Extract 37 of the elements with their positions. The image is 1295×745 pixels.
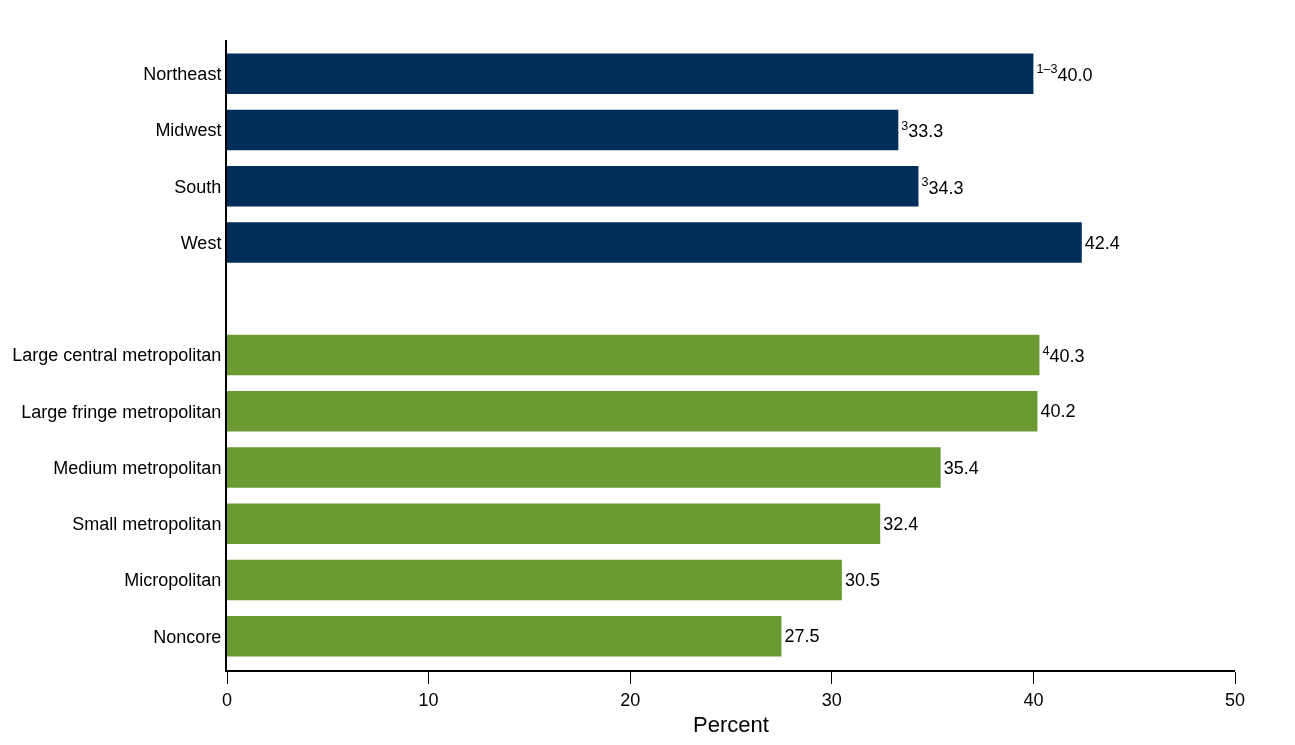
y-tick-label: Large fringe metropolitan	[21, 401, 222, 422]
data-label: $^{4}$40.3	[1042, 343, 1085, 367]
x-tick-label: 50	[1224, 689, 1246, 710]
y-tick-label: Northeast	[143, 64, 222, 85]
x-tick-label: 30	[821, 689, 842, 710]
data-label: 40.2	[1040, 401, 1076, 422]
x-axis-title: Percent	[693, 712, 769, 737]
data-label: 35.4	[943, 457, 979, 478]
y-tick-label: South	[174, 176, 222, 197]
bar	[227, 503, 881, 544]
y-tick-label: Small metropolitan	[72, 514, 222, 535]
data-label: $^{3}$33.3	[901, 118, 944, 142]
y-tick-label: West	[180, 232, 222, 253]
x-tick-label: 40	[1023, 689, 1044, 710]
data-label: 27.5	[784, 626, 820, 647]
data-label: 30.5	[844, 570, 880, 590]
x-tick-label: 20	[620, 689, 641, 710]
data-label: $^{1–3}$40.0	[1036, 62, 1093, 86]
bar	[227, 53, 1034, 94]
bar	[227, 616, 782, 657]
y-tick-label: Large central metropolitan	[12, 345, 222, 366]
data-label: 32.4	[883, 513, 919, 534]
y-tick-label: Micropolitan	[124, 570, 222, 591]
y-tick-label: Medium metropolitan	[53, 457, 222, 478]
y-tick-label: Midwest	[155, 120, 222, 141]
bar	[227, 166, 919, 207]
bar	[227, 559, 842, 601]
data-label: $^{3}$34.3	[921, 174, 964, 198]
y-tick-label: Noncore	[153, 626, 222, 647]
bar	[227, 109, 899, 151]
bar	[227, 334, 1040, 376]
bar	[227, 222, 1082, 263]
data-label: 42.4	[1084, 232, 1120, 253]
bar	[227, 447, 941, 488]
x-tick-label: 10	[418, 689, 439, 710]
bar	[227, 391, 1038, 432]
x-tick-label: 0	[221, 689, 233, 710]
